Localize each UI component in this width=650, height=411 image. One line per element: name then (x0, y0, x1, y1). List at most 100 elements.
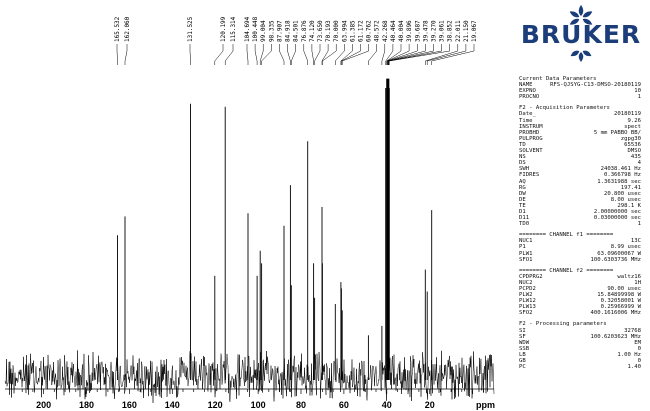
spectrum-peaks (117, 78, 433, 380)
peak-leader (279, 44, 285, 65)
param-key: NS (519, 154, 526, 161)
param-value: 1H (634, 279, 641, 286)
peak-label: 42.268 (382, 20, 389, 42)
x-tick-label: 100 (251, 400, 266, 410)
peak-label: 48.572 (374, 20, 381, 42)
param-value: 24038.461 Hz (600, 166, 641, 173)
peak-label: 38.852 (447, 20, 454, 42)
param-key: TD0 (519, 221, 530, 228)
param-row: SOLVENT DMSO (519, 148, 647, 154)
param-row: SI 32768 (519, 328, 647, 334)
peak-label: 120.199 (220, 16, 227, 42)
param-value: 32768 (624, 327, 641, 334)
param-row: P1 8.99 usec (519, 244, 647, 250)
peak-leader (287, 44, 291, 65)
param-row: PCPD2 90.00 usec (519, 286, 647, 292)
param-value: RFS-QJSYG-C13-DMSO-20180119 (550, 82, 641, 89)
peak-label: 39.687 (414, 20, 421, 42)
x-tick-label: 200 (36, 400, 51, 410)
param-key: SOLVENT (519, 148, 543, 155)
param-key: DS (519, 160, 526, 167)
peak-leader (340, 44, 353, 65)
peak-leader (321, 44, 329, 65)
peak-label: 39.061 (439, 20, 446, 42)
param-value: 13C (630, 238, 641, 245)
param-key: SSB (519, 345, 530, 352)
peak-leader (388, 44, 450, 65)
acquisition-rows: Date_ 20180119 Time 9.26 INSTRUM spect PROBHD 5… (519, 111, 647, 227)
peak-leader (314, 44, 321, 65)
param-row: RG 197.41 (519, 185, 647, 191)
param-key: RG (519, 184, 526, 191)
peak-label: 131.525 (187, 16, 194, 42)
param-row: SWH 24038.461 Hz (519, 166, 647, 172)
param-row: FIDRES 0.366798 Hz (519, 172, 647, 178)
x-tick-label: 160 (122, 400, 137, 410)
section-title: ======== CHANNEL f2 ======== (519, 267, 614, 274)
param-value: 8.99 usec (610, 244, 641, 251)
param-value: 0.32058001 W (600, 298, 641, 305)
param-value: 1.3631988 sec (597, 178, 641, 185)
param-row: SFO1 100.6303736 MHz (519, 257, 647, 263)
peak-label: 76.876 (301, 20, 308, 42)
param-row: PC 1.40 (519, 364, 647, 370)
peak-leader (261, 44, 272, 65)
peak-leader (386, 44, 410, 65)
param-key: LB (519, 351, 526, 358)
param-key: PLW12 (519, 298, 536, 305)
peak-leader (388, 44, 442, 65)
peak-leader (387, 44, 418, 65)
param-row: NUC1 13C (519, 238, 647, 244)
peak-leader (426, 44, 467, 65)
x-tick-label: 140 (165, 400, 180, 410)
param-key: SI (519, 327, 526, 334)
peak-label: 39.478 (422, 20, 429, 42)
param-value: 0 (637, 358, 641, 365)
param-row: PROBHD 5 mm PABBO BB/ (519, 130, 647, 136)
current-data-rows: NAME RFS-QJSYG-C13-DMSO-20180119 EXPNO 10 PR… (519, 82, 647, 100)
channel-f2-rows: CPDPRG2 waltz16 NUC2 1H PCPD2 90.00 usec PLW2 1… (519, 274, 647, 317)
param-key: CPDPRG2 (519, 273, 543, 280)
peak-label: 98.335 (268, 20, 275, 42)
peak-leader (341, 44, 361, 65)
peak-leader (303, 44, 308, 65)
param-row: DE 8.00 usec (519, 197, 647, 203)
param-value: 2.00000000 sec (593, 208, 641, 215)
x-tick-label: 180 (79, 400, 94, 410)
param-value: 100.6203623 MHz (590, 333, 641, 340)
baseline-noise (4, 350, 495, 403)
param-key: FIDRES (519, 172, 540, 179)
bruker-logo (514, 0, 648, 62)
peak-leader (246, 44, 249, 65)
peak-leader (311, 44, 314, 65)
peak-label: 115.314 (230, 16, 237, 42)
param-row: D1 2.00000000 sec (519, 209, 647, 215)
param-row: AQ 1.3631988 sec (519, 179, 647, 185)
param-value: 8.00 usec (610, 196, 641, 203)
param-value: waltz16 (617, 273, 641, 280)
param-value: 1 (637, 221, 641, 228)
bruker-logo-text: BRUKER (520, 20, 642, 49)
param-value: 0.366798 Hz (603, 172, 641, 179)
peak-leader (341, 44, 369, 65)
param-value: 9.26 (627, 117, 641, 124)
param-key: WDW (519, 339, 530, 346)
peak-label: 39.896 (406, 20, 413, 42)
param-row: NUC2 1H (519, 280, 647, 286)
param-key: DE (519, 196, 526, 203)
channel-f1-rows: NUC1 13C P1 8.99 usec PLW1 63.09600067 W SFO1 1… (519, 238, 647, 262)
peak-label: 100.448 (252, 16, 259, 42)
peak-label: 70.000 (333, 20, 340, 42)
peak-label: 39.270 (431, 20, 438, 42)
section-title: F2 - Processing parameters (519, 321, 607, 328)
param-row: Time 9.26 (519, 118, 647, 124)
param-row: SSB 0 (519, 346, 647, 352)
peak-label: 40.464 (390, 20, 397, 42)
param-row: PROCNO 1 (519, 94, 647, 100)
peak-label: 70.193 (325, 20, 332, 42)
param-key: D1 (519, 208, 526, 215)
peak-leader (322, 44, 337, 65)
peak-leader (291, 44, 296, 65)
x-tick-label: 40 (382, 400, 392, 410)
param-row: INSTRUM spect (519, 124, 647, 130)
